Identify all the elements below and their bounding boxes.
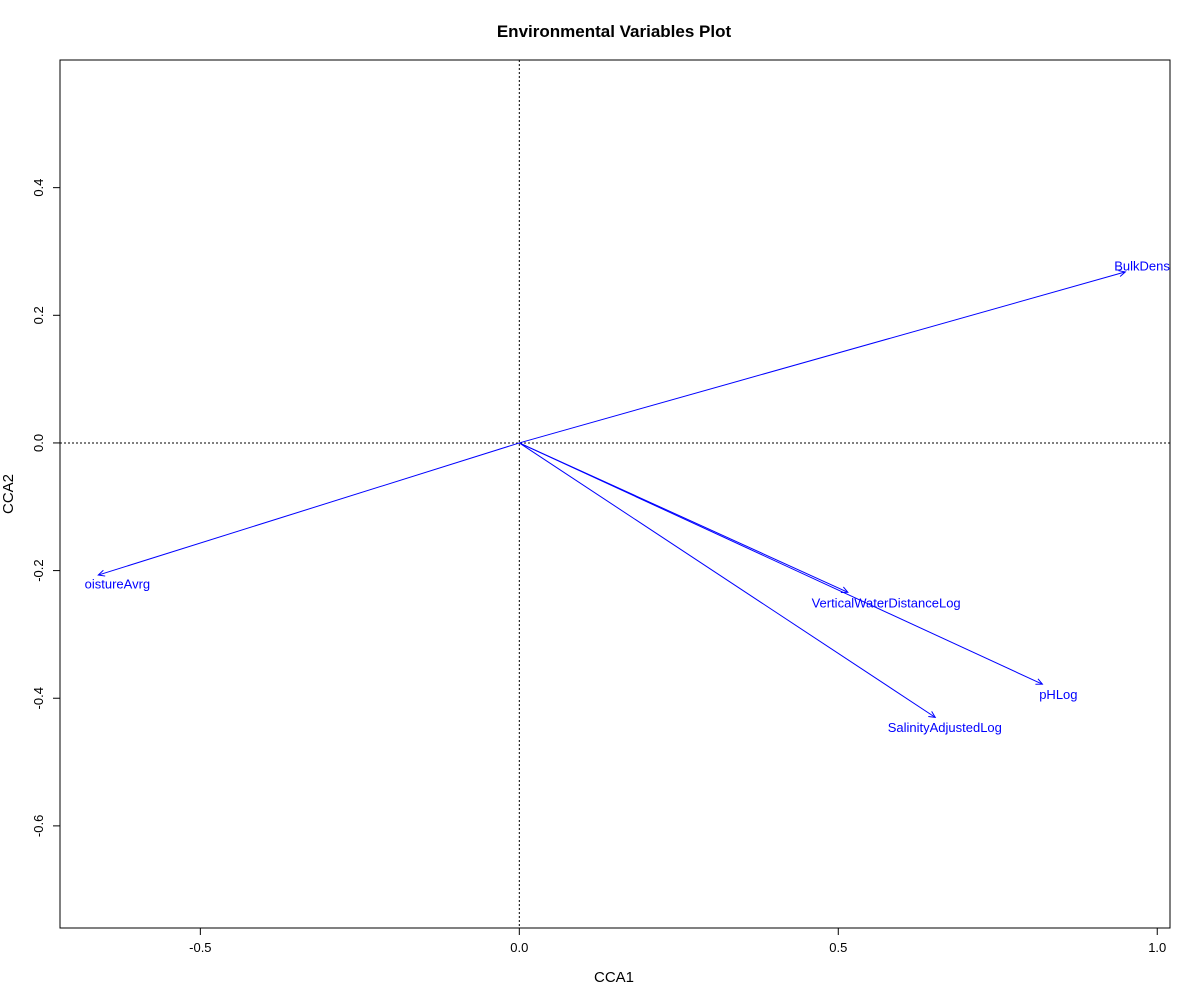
vector-arrow bbox=[519, 442, 936, 718]
plot-frame bbox=[59, 59, 1171, 929]
x-tick-label: -0.5 bbox=[189, 940, 211, 955]
y-axis: -0.6 -0.4 -0.2 0.0 0.2 0.4 bbox=[31, 179, 60, 837]
vector-arrowhead bbox=[1035, 678, 1044, 685]
x-tick-label: 1.0 bbox=[1148, 940, 1166, 955]
vector-arrowhead bbox=[97, 569, 106, 577]
y-tick-label: -0.2 bbox=[31, 559, 46, 581]
vector-label: oistureAvrg bbox=[85, 576, 151, 591]
chart-title: Environmental Variables Plot bbox=[497, 22, 732, 41]
vector-arrowhead bbox=[928, 711, 937, 719]
vector-SalinityAdjustedLog: SalinityAdjustedLog bbox=[519, 442, 1002, 735]
x-axis-title: CCA1 bbox=[594, 969, 634, 986]
vector-arrowhead bbox=[1118, 270, 1127, 277]
x-axis: -0.5 0.0 0.5 1.0 bbox=[189, 928, 1166, 955]
vector-VerticalWaterDistanceLog: VerticalWaterDistanceLog bbox=[519, 442, 961, 611]
vector-layer: BulkDensityInc oistureAvrg VerticalWaterDi… bbox=[85, 259, 1200, 735]
reference-lines bbox=[60, 60, 1170, 928]
vector-pHLog: pHLog bbox=[519, 442, 1078, 702]
y-tick-label: 0.0 bbox=[31, 434, 46, 452]
y-tick-label: 0.2 bbox=[31, 306, 46, 324]
vector-label: pHLog bbox=[1039, 687, 1077, 702]
vector-MoistureAvrg: oistureAvrg bbox=[85, 442, 520, 591]
y-tick-label: 0.4 bbox=[31, 179, 46, 197]
vector-label: BulkDensityInc bbox=[1114, 259, 1200, 274]
y-tick-label: -0.6 bbox=[31, 815, 46, 837]
y-axis-title: CCA2 bbox=[0, 474, 17, 514]
vector-arrow bbox=[519, 271, 1126, 444]
x-tick-label: 0.5 bbox=[829, 940, 847, 955]
vector-arrow bbox=[519, 442, 1043, 685]
y-tick-label: -0.4 bbox=[31, 687, 46, 709]
vector-BulkDensityInc: BulkDensityInc bbox=[519, 259, 1200, 444]
vector-label: SalinityAdjustedLog bbox=[888, 720, 1002, 735]
vector-label: VerticalWaterDistanceLog bbox=[812, 596, 961, 611]
x-tick-label: 0.0 bbox=[510, 940, 528, 955]
vector-arrow bbox=[98, 442, 520, 576]
